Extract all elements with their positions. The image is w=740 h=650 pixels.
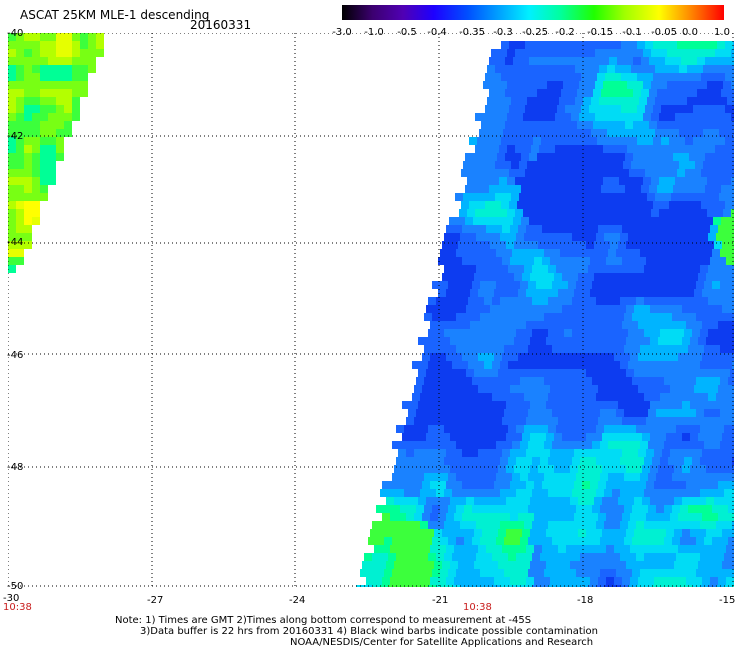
lat-label-46: -46 <box>7 350 24 361</box>
lat-label-40: -40 <box>7 28 24 39</box>
note-line-1: Note: 1) Times are GMT 2)Times along bot… <box>115 615 532 626</box>
lat-label-42: -42 <box>7 131 24 142</box>
lon-label-18: -18 <box>577 595 594 606</box>
swath-west <box>8 33 104 273</box>
map-date: 20160331 <box>190 18 252 32</box>
map-title: ASCAT 25KM MLE-1 descending <box>20 8 210 22</box>
time-label-west: 10:38 <box>3 602 32 613</box>
time-label-east: 10:38 <box>463 602 492 613</box>
colorbar-label: -0.3 <box>493 27 513 38</box>
colorbar-label: -0.25 <box>522 27 548 38</box>
lon-label-30: -30 <box>3 593 20 604</box>
colorbar-label: -0.5 <box>397 27 417 38</box>
colorbar-label: 0.0 <box>682 27 698 38</box>
lon-label-15: -15 <box>719 595 736 606</box>
colorbar-label: -1.0 <box>364 27 384 38</box>
colorbar-label: -3.0 <box>332 27 352 38</box>
lat-label-48: -48 <box>7 462 24 473</box>
swath-east <box>356 41 734 587</box>
colorbar <box>342 5 724 20</box>
wind-map <box>8 33 734 587</box>
lat-label-44: -44 <box>7 237 24 248</box>
note-line-2: 3)Data buffer is 22 hrs from 20160331 4)… <box>140 626 598 637</box>
note-line-3: NOAA/NESDIS/Center for Satellite Applica… <box>290 637 594 648</box>
colorbar-label: 1.0 <box>714 27 730 38</box>
lon-label-27: -27 <box>147 595 164 606</box>
lat-lon-grid <box>8 33 734 587</box>
lon-label-24: -24 <box>289 595 306 606</box>
lon-label-21: -21 <box>432 595 449 606</box>
lat-label-50: -50 <box>7 581 24 592</box>
